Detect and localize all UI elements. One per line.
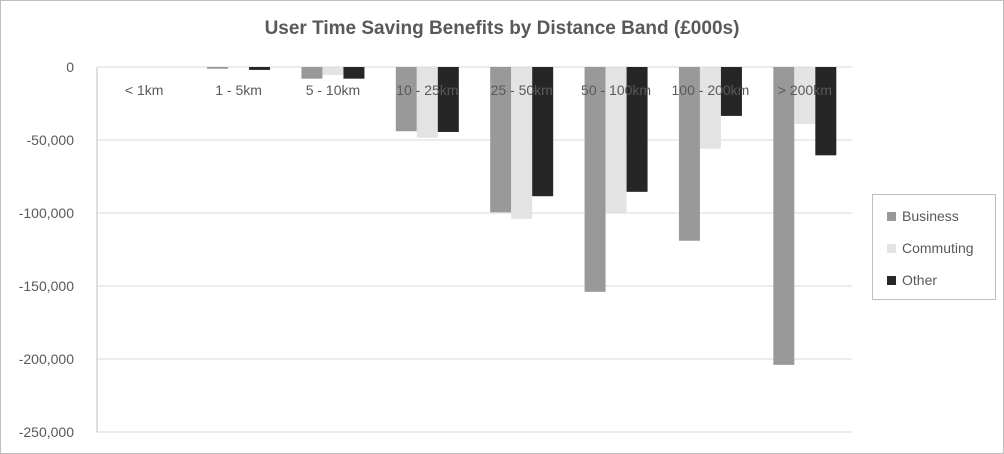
legend-label: Business xyxy=(902,208,959,224)
y-tick-label: -150,000 xyxy=(19,278,74,294)
bar-other xyxy=(532,67,554,197)
y-tick-label: -250,000 xyxy=(19,424,74,440)
bar-other xyxy=(343,67,365,79)
bar-commuting xyxy=(416,67,438,138)
bar-business xyxy=(490,67,512,213)
x-tick-label: > 200km xyxy=(778,82,832,98)
bar-business xyxy=(678,67,700,241)
bar-business xyxy=(395,67,417,132)
legend-item-business: Business xyxy=(887,208,959,224)
bar-commuting xyxy=(605,67,627,213)
bar-commuting xyxy=(511,67,533,219)
chart-title: User Time Saving Benefits by Distance Ba… xyxy=(264,18,740,39)
legend: Business Commuting Other xyxy=(872,194,996,300)
y-tick-label: -200,000 xyxy=(19,351,74,367)
bar-commuting xyxy=(699,67,721,149)
x-tick-label: 5 - 10km xyxy=(306,82,360,98)
legend-swatch-other xyxy=(887,275,896,285)
y-tick-label: -100,000 xyxy=(19,205,74,221)
x-tick-label: 50 - 100km xyxy=(581,82,651,98)
x-tick-label: 25 - 50km xyxy=(491,82,553,98)
legend-label: Commuting xyxy=(902,240,974,256)
bar-business xyxy=(207,67,229,69)
x-tick-label: 100 - 200km xyxy=(672,82,750,98)
legend-item-other: Other xyxy=(887,272,937,288)
legend-swatch-business xyxy=(887,211,896,221)
y-tick-label: -50,000 xyxy=(27,132,75,148)
x-tick-label: < 1km xyxy=(125,82,164,98)
bar-other xyxy=(249,67,271,70)
x-tick-label: 1 - 5km xyxy=(215,82,262,98)
bar-business xyxy=(301,67,323,79)
bar-other xyxy=(626,67,648,192)
bar-commuting xyxy=(794,67,816,124)
bar-other xyxy=(720,67,742,116)
bar-other xyxy=(815,67,837,156)
legend-label: Other xyxy=(902,272,938,288)
legend-swatch-commuting xyxy=(887,243,896,253)
bar-commuting xyxy=(322,67,344,76)
y-tick-label: 0 xyxy=(66,59,74,75)
bar-business xyxy=(584,67,606,292)
x-tick-label: 10 - 25km xyxy=(396,82,458,98)
bar-other xyxy=(437,67,459,132)
legend-item-commuting: Commuting xyxy=(887,240,974,256)
bar-business xyxy=(773,67,795,365)
